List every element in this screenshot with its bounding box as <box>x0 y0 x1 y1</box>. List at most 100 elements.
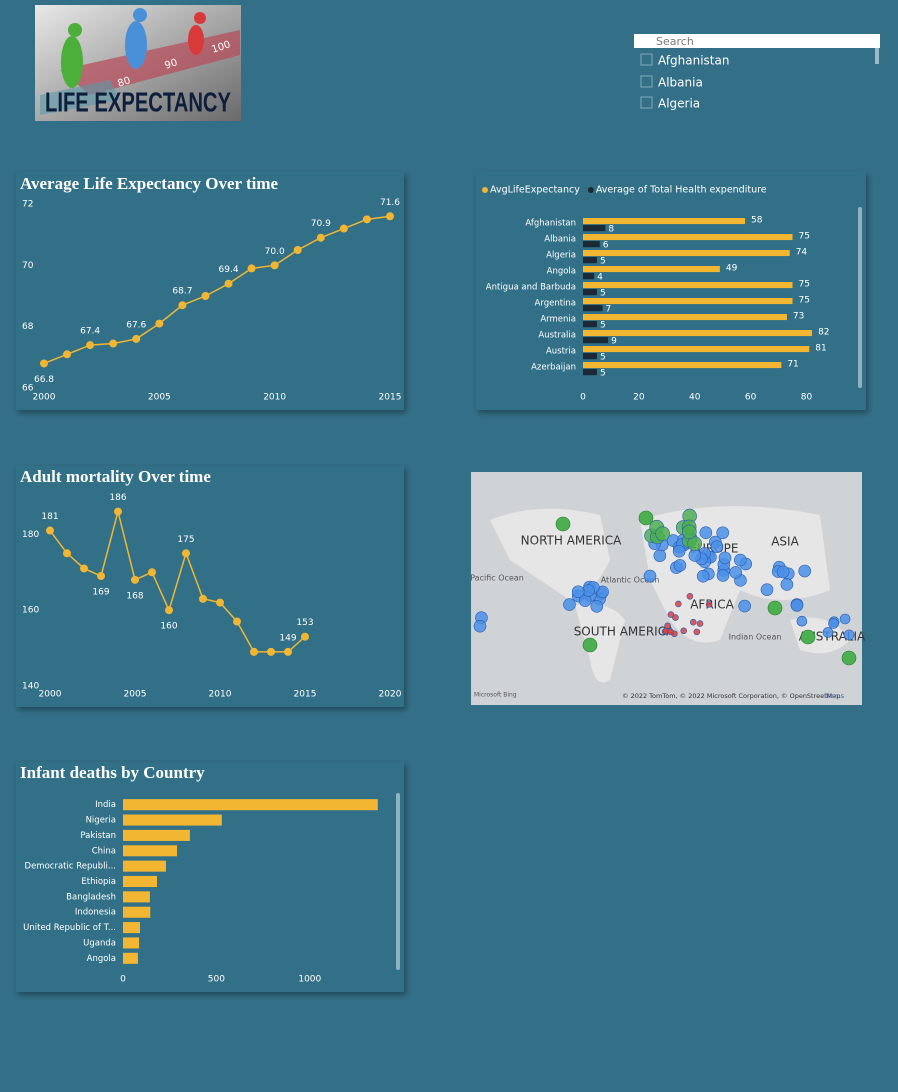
map-dot <box>667 628 674 636</box>
point <box>247 264 256 273</box>
data-label: 186 <box>109 493 126 503</box>
data-label: 181 <box>41 512 58 522</box>
bar <box>583 314 787 321</box>
map-dot <box>798 564 812 578</box>
x-tick-label: 2010 <box>209 690 232 700</box>
y-tick-label: Democratic Republi... <box>25 862 116 872</box>
ocean-label: Pacific Ocean <box>470 574 524 583</box>
map-dot <box>689 618 697 626</box>
legend-marker <box>587 187 594 193</box>
map-dot <box>729 566 743 579</box>
bar <box>583 234 793 241</box>
map-label: NORTH AMERICA <box>521 534 622 548</box>
y-tick-label: 180 <box>22 530 39 540</box>
logo: 80 90 100 LIFE EXPECTANCY <box>35 5 241 121</box>
checkbox[interactable] <box>640 96 653 109</box>
card <box>16 466 404 707</box>
data-label: 70.9 <box>311 219 331 229</box>
x-tick-label: 20 <box>633 393 645 403</box>
map-dot <box>716 569 730 582</box>
x-tick-label: 1000 <box>298 975 321 985</box>
x-tick-label: 500 <box>208 975 225 985</box>
point <box>165 606 173 615</box>
map-dot <box>672 544 686 558</box>
bar <box>123 922 140 934</box>
point <box>63 350 72 359</box>
point <box>250 647 258 656</box>
map-dot <box>705 601 713 608</box>
point <box>316 233 325 242</box>
x-tick-label: 60 <box>745 393 757 403</box>
scrollbar <box>858 207 862 388</box>
bar <box>583 225 606 232</box>
data-label: 66.8 <box>34 375 54 385</box>
bar <box>123 799 378 811</box>
map-dot <box>473 619 487 633</box>
data-label: 49 <box>726 264 738 274</box>
map-dot <box>693 628 701 636</box>
point <box>284 647 292 656</box>
y-tick-label: Pakistan <box>80 831 116 841</box>
map-dot <box>767 600 783 616</box>
y-tick-label: Bangladesh <box>66 892 116 902</box>
logo-number: 80 <box>116 75 132 89</box>
scrollbar <box>875 48 879 64</box>
x-tick-label: 80 <box>801 393 813 403</box>
search-box[interactable] <box>634 34 880 48</box>
data-label: 75 <box>799 296 810 306</box>
y-tick-label: Azerbaijan <box>531 363 576 373</box>
map-dot <box>696 620 704 627</box>
point <box>293 246 302 254</box>
y-tick-label: 68 <box>22 322 34 332</box>
logo-figure <box>188 25 204 55</box>
y-tick-label: Angola <box>87 954 116 964</box>
bar <box>583 282 793 289</box>
bar <box>583 305 603 312</box>
point <box>155 319 164 328</box>
point <box>224 279 233 288</box>
y-tick-label: 140 <box>22 682 39 692</box>
bar <box>123 952 138 964</box>
map-dot <box>796 615 808 627</box>
checkbox[interactable] <box>640 53 653 66</box>
map-dot <box>590 600 604 613</box>
map-dot <box>790 599 804 612</box>
logo-title: LIFE EXPECTANCY <box>45 86 231 117</box>
point <box>131 575 139 584</box>
point <box>339 224 348 233</box>
checkbox[interactable] <box>640 75 653 88</box>
map-dot <box>563 598 576 611</box>
data-label: 81 <box>815 344 826 354</box>
y-tick-label: Ethiopia <box>81 877 116 887</box>
map-dot <box>667 611 675 618</box>
point <box>132 334 141 343</box>
data-label: 74 <box>796 248 808 258</box>
map-dot <box>682 524 697 540</box>
x-tick-label: 2000 <box>39 690 62 700</box>
slicer-item[interactable]: Albania <box>658 76 703 90</box>
map-dot <box>776 565 790 579</box>
slicer-item[interactable]: Afghanistan <box>658 54 729 68</box>
bar <box>123 875 157 888</box>
data-label: 5 <box>600 369 606 379</box>
map-dot <box>839 613 851 625</box>
y-tick-label: Albania <box>544 235 576 245</box>
y-tick-label: 160 <box>22 606 39 616</box>
x-tick-label: 2010 <box>263 393 286 403</box>
data-label: 149 <box>279 633 296 643</box>
point <box>199 594 207 603</box>
bar <box>583 257 597 264</box>
data-label: 75 <box>799 232 810 242</box>
data-label: 153 <box>296 618 313 628</box>
data-label: 175 <box>177 535 194 545</box>
logo-figure <box>125 21 147 69</box>
point <box>114 507 122 516</box>
slicer-item[interactable]: Algeria <box>658 97 700 111</box>
x-tick-label: 2015 <box>294 690 317 700</box>
data-label: 4 <box>597 273 603 283</box>
map-dot <box>696 569 710 583</box>
map-terms[interactable]: Terms <box>824 692 845 700</box>
logo-number: 90 <box>163 57 179 71</box>
data-label: 5 <box>600 353 606 363</box>
